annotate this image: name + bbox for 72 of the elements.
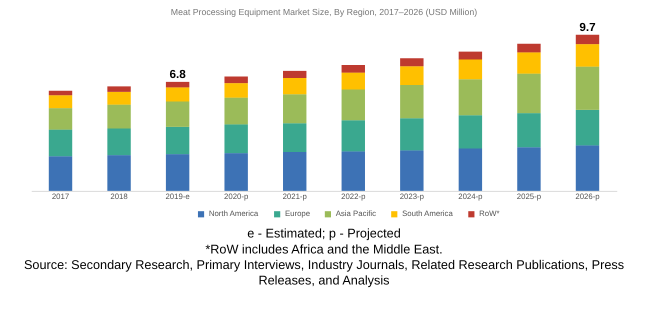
bar <box>517 44 541 52</box>
bar <box>458 115 482 149</box>
bar <box>517 147 541 191</box>
x-tick-label: 2020-p <box>224 192 249 202</box>
bar <box>107 155 131 191</box>
bar <box>400 118 424 150</box>
bar <box>107 86 131 92</box>
bar <box>283 152 306 191</box>
bar <box>283 123 306 152</box>
bar <box>224 98 248 124</box>
legend-label: RoW* <box>479 209 500 218</box>
source-note: Source: Secondary Research, Primary Interviews, Industry Journals, Related Research Publications, Press <box>24 258 624 272</box>
x-tick-label: 2023-p <box>400 192 425 202</box>
bar <box>166 82 190 88</box>
x-tick-label: 2024-p <box>458 192 484 202</box>
bar <box>48 130 72 156</box>
x-tick-label: 2018 <box>110 192 128 202</box>
bar <box>576 110 600 146</box>
text: *RoW includes Africa and the Middle East. <box>205 242 443 256</box>
legend-label: Asia Pacific <box>336 209 376 218</box>
bar <box>400 150 424 191</box>
bar <box>48 108 72 130</box>
bar <box>224 124 248 154</box>
bar <box>224 83 248 98</box>
bar <box>517 52 541 74</box>
bar <box>48 95 72 108</box>
bar <box>166 102 190 127</box>
bar <box>517 74 541 114</box>
chart-title: Meat Processing Equipment Market Size, By Region, 2017–2026 (USD Million) <box>170 7 478 18</box>
x-tick-label: 2022-p <box>341 192 366 202</box>
bar <box>283 70 306 78</box>
bar <box>283 94 306 124</box>
text: Releases, and Analysis <box>258 274 390 288</box>
bar <box>576 66 600 110</box>
bar <box>342 90 365 120</box>
bar <box>458 79 482 116</box>
x-tick-label: 2021-p <box>282 192 308 202</box>
annotation: 9.7 <box>579 20 596 34</box>
bar <box>576 145 600 191</box>
bar <box>458 60 482 80</box>
bar <box>342 65 365 73</box>
bar <box>576 44 600 67</box>
bar <box>576 34 600 44</box>
x-tick-label: 2017 <box>52 192 70 202</box>
bar <box>166 126 190 154</box>
bar <box>517 113 541 148</box>
bar <box>342 72 365 90</box>
x-tick-label: 2025-p <box>516 192 542 202</box>
bar <box>48 156 72 191</box>
text: e - Estimated; p - Projected <box>247 226 401 241</box>
bar <box>107 104 131 129</box>
bar <box>400 58 424 66</box>
bar <box>48 90 72 96</box>
bar <box>342 120 365 152</box>
bar <box>283 78 306 94</box>
bar <box>107 128 131 156</box>
legend-label: Europe <box>284 209 310 218</box>
bar <box>400 66 424 85</box>
bar <box>224 76 248 84</box>
legend-label: North America <box>208 209 259 218</box>
annotation: 6.8 <box>169 68 186 81</box>
bar <box>166 154 190 191</box>
legend-label: South America <box>402 209 454 218</box>
bar <box>224 153 248 191</box>
bar <box>342 151 365 191</box>
bar <box>400 84 424 118</box>
bar <box>458 148 482 191</box>
bar <box>166 87 190 102</box>
x-tick-label: 2019-e <box>165 192 190 202</box>
bar <box>107 92 131 105</box>
bar <box>458 52 482 60</box>
x-tick-label: 2026-p <box>575 192 600 202</box>
